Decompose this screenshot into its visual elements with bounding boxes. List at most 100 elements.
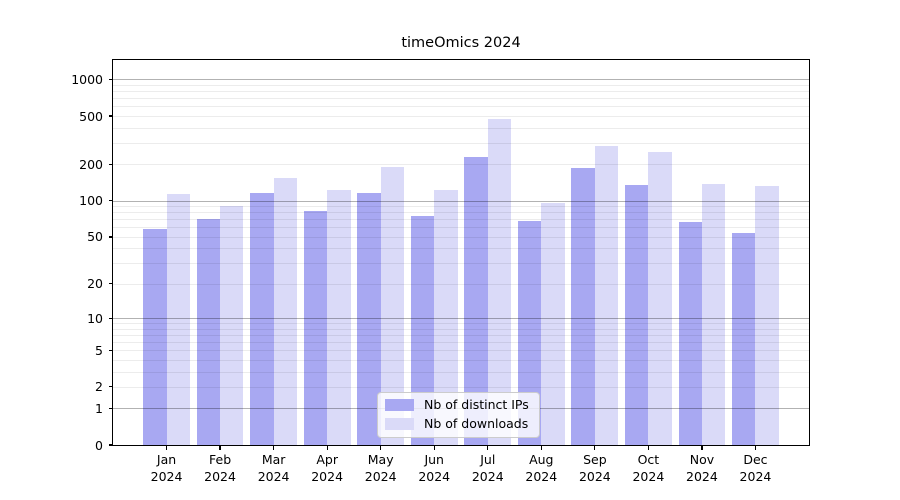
minor-gridline (113, 142, 809, 144)
minor-gridline (113, 84, 809, 86)
bar-distinct-ips-nov (678, 221, 702, 445)
legend-item: Nb of distinct IPs (385, 398, 529, 412)
bar-distinct-ips-jan (143, 229, 167, 445)
minor-gridline (113, 212, 809, 214)
x-tick-label-month: Jul (480, 452, 496, 467)
bar-distinct-ips-feb (196, 219, 221, 445)
x-tick-label-year: 2024 (257, 469, 290, 484)
chart-title: timeOmics 2024 (401, 35, 521, 51)
bar-distinct-ips-may (357, 193, 381, 445)
y-tick-label: 200 (79, 156, 103, 172)
x-tick-mark (165, 445, 168, 450)
x-tick-mark (594, 445, 596, 450)
x-tick-label-year: 2024 (471, 469, 504, 484)
y-tick-label: 5 (95, 342, 103, 358)
y-tick-label: 50 (87, 229, 103, 245)
bar-distinct-ips-jun (410, 215, 435, 445)
x-tick-mark (487, 445, 489, 450)
y-tick-mark (108, 283, 113, 285)
legend-swatch-downloads (385, 418, 414, 430)
y-tick-label: 1000 (71, 71, 103, 87)
minor-gridline (113, 127, 809, 129)
y-tick-label: 500 (79, 108, 103, 124)
minor-gridline (113, 164, 809, 166)
x-tick-label-year: 2024 (311, 469, 344, 484)
y-tick-mark (108, 444, 113, 446)
x-tick-label-month: Mar (261, 452, 286, 467)
minor-gridline (113, 342, 809, 344)
x-tick-label-month: Jun (424, 452, 444, 467)
major-gridline (113, 79, 809, 81)
bar-downloads-apr (327, 189, 351, 445)
minor-gridline (113, 283, 809, 285)
legend-label: Nb of distinct IPs (424, 397, 529, 412)
legend: Nb of distinct IPs Nb of downloads (377, 392, 540, 438)
minor-gridline (113, 236, 809, 238)
plot-area (112, 58, 810, 446)
x-tick-label-month: Dec (743, 452, 768, 467)
minor-gridline (113, 206, 809, 208)
x-tick-label-month: Nov (689, 452, 715, 467)
bar-distinct-ips-dec (732, 232, 756, 445)
x-tick-label-year: 2024 (578, 469, 611, 484)
bar-distinct-ips-mar (250, 192, 274, 445)
y-tick-mark (108, 115, 113, 117)
legend-swatch-distinct-ips (385, 399, 414, 411)
y-tick-mark (108, 386, 113, 388)
x-tick-label-month: Oct (637, 452, 660, 467)
y-tick-mark (108, 200, 113, 202)
bar-downloads-dec (755, 185, 779, 445)
minor-gridline (113, 91, 809, 93)
minor-gridline (113, 263, 809, 265)
x-tick-mark (540, 445, 542, 450)
minor-gridline (113, 328, 809, 330)
bar-downloads-mar (273, 177, 297, 445)
bar-downloads-aug (541, 203, 565, 445)
y-tick-label: 10 (87, 310, 103, 326)
bar-distinct-ips-aug (517, 220, 542, 445)
bar-downloads-sep (594, 146, 619, 445)
minor-gridline (113, 98, 809, 100)
x-tick-label-year: 2024 (686, 469, 718, 484)
bar-downloads-feb (220, 206, 244, 445)
x-tick-mark (326, 445, 328, 450)
bar-distinct-ips-sep (571, 168, 595, 445)
x-tick-mark (273, 445, 275, 450)
minor-gridline (113, 116, 809, 118)
minor-gridline (113, 219, 809, 221)
major-gridline (113, 318, 809, 320)
x-tick-label-month: Aug (529, 452, 554, 467)
x-tick-mark (754, 445, 757, 450)
minor-gridline (113, 371, 809, 373)
x-tick-label-year: 2024 (632, 469, 665, 484)
x-tick-label-year: 2024 (739, 469, 772, 484)
legend-label: Nb of downloads (424, 416, 529, 431)
bar-distinct-ips-jul (464, 157, 488, 445)
x-tick-mark (433, 445, 435, 450)
minor-gridline (113, 248, 809, 250)
x-tick-label-year: 2024 (204, 469, 236, 484)
x-tick-label-month: Feb (208, 452, 232, 467)
y-tick-label: 20 (87, 276, 103, 292)
y-tick-mark (108, 163, 113, 165)
y-tick-mark (108, 349, 113, 351)
minor-gridline (113, 323, 809, 325)
bar-downloads-jan (166, 194, 190, 445)
x-tick-label-year: 2024 (364, 469, 397, 484)
minor-gridline (113, 386, 809, 388)
bar-distinct-ips-oct (624, 185, 649, 445)
y-tick-label: 0 (95, 437, 103, 453)
bar-downloads-jul (487, 119, 512, 445)
y-tick-mark (108, 317, 113, 319)
bar-downloads-nov (701, 183, 726, 445)
x-tick-mark (647, 445, 649, 450)
y-tick-label: 1 (95, 400, 103, 416)
y-tick-mark (108, 407, 113, 409)
minor-gridline (113, 350, 809, 352)
x-tick-label-year: 2024 (418, 469, 451, 484)
x-tick-mark (380, 445, 382, 450)
y-tick-mark (108, 78, 113, 80)
minor-gridline (113, 334, 809, 336)
minor-gridline (113, 359, 809, 361)
